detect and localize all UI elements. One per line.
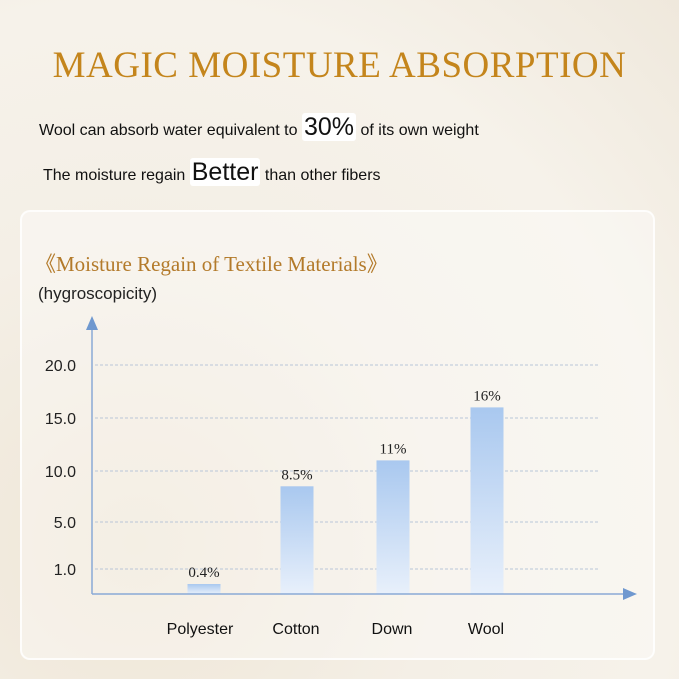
bar-wool — [470, 407, 504, 594]
chart-panel — [20, 210, 655, 660]
x-axis-arrow-icon — [623, 588, 637, 600]
chart-title: 《Moisture Regain of Textile Materials》 — [35, 252, 388, 276]
tagline-text: than other fibers — [264, 167, 381, 184]
data-label: 16% — [473, 388, 501, 404]
highlight-30-percent: 30% — [301, 113, 357, 141]
tagline-regain: The moisture regain Better than other fi… — [43, 158, 381, 187]
x-category-label: Wool — [468, 621, 504, 638]
tagline-text: The moisture regain — [43, 167, 186, 184]
data-label: 0.4% — [188, 565, 219, 581]
y-axis-arrow-icon — [86, 316, 98, 330]
bar-cotton — [280, 486, 314, 594]
x-category-label: Polyester — [167, 621, 234, 638]
bar-down — [376, 460, 410, 594]
tagline-text: Wool can absorb water equivalent to — [39, 122, 298, 139]
x-category-label: Down — [372, 621, 413, 638]
y-tick-label: 10.0 — [45, 464, 76, 481]
data-label: 11% — [380, 441, 407, 457]
y-tick-label: 20.0 — [45, 358, 76, 375]
y-axis-label: (hygroscopicity) — [38, 284, 158, 303]
bar-polyester — [187, 584, 221, 594]
x-category-label: Cotton — [272, 621, 319, 638]
highlight-better: Better — [189, 158, 261, 186]
page-title: MAGIC MOISTURE ABSORPTION — [52, 45, 627, 86]
data-label: 8.5% — [281, 467, 312, 483]
y-tick-label: 5.0 — [54, 515, 76, 532]
tagline-text: of its own weight — [360, 122, 479, 139]
y-tick-label: 15.0 — [45, 411, 76, 428]
tagline-absorb: Wool can absorb water equivalent to 30% … — [39, 113, 479, 142]
y-tick-label: 1.0 — [54, 562, 76, 579]
